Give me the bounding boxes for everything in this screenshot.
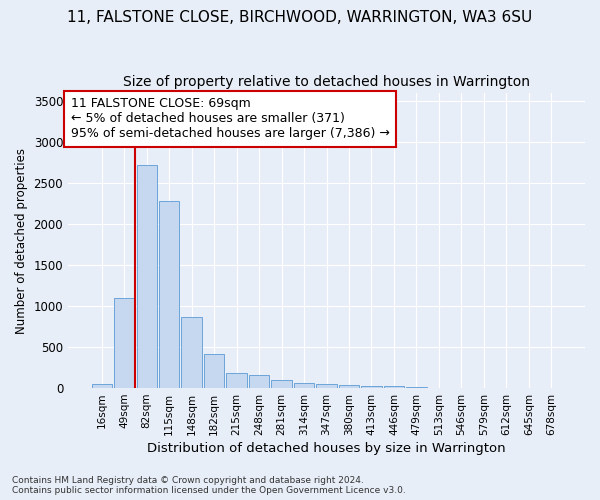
Bar [384, 386, 404, 388]
Text: Contains HM Land Registry data © Crown copyright and database right 2024.
Contai: Contains HM Land Registry data © Crown c… [12, 476, 406, 495]
Text: 11, FALSTONE CLOSE, BIRCHWOOD, WARRINGTON, WA3 6SU: 11, FALSTONE CLOSE, BIRCHWOOD, WARRINGTO… [67, 10, 533, 25]
Bar [361, 386, 382, 388]
X-axis label: Distribution of detached houses by size in Warrington: Distribution of detached houses by size … [147, 442, 506, 455]
Bar [339, 385, 359, 388]
Bar [204, 354, 224, 388]
Bar [226, 373, 247, 388]
Bar [114, 298, 134, 388]
Bar [271, 380, 292, 388]
Y-axis label: Number of detached properties: Number of detached properties [15, 148, 28, 334]
Bar [406, 387, 427, 388]
Bar [159, 201, 179, 388]
Bar [181, 316, 202, 388]
Text: 11 FALSTONE CLOSE: 69sqm
← 5% of detached houses are smaller (371)
95% of semi-d: 11 FALSTONE CLOSE: 69sqm ← 5% of detache… [71, 98, 389, 140]
Bar [137, 165, 157, 388]
Bar [249, 374, 269, 388]
Title: Size of property relative to detached houses in Warrington: Size of property relative to detached ho… [123, 75, 530, 89]
Bar [316, 384, 337, 388]
Bar [294, 383, 314, 388]
Bar [92, 384, 112, 388]
